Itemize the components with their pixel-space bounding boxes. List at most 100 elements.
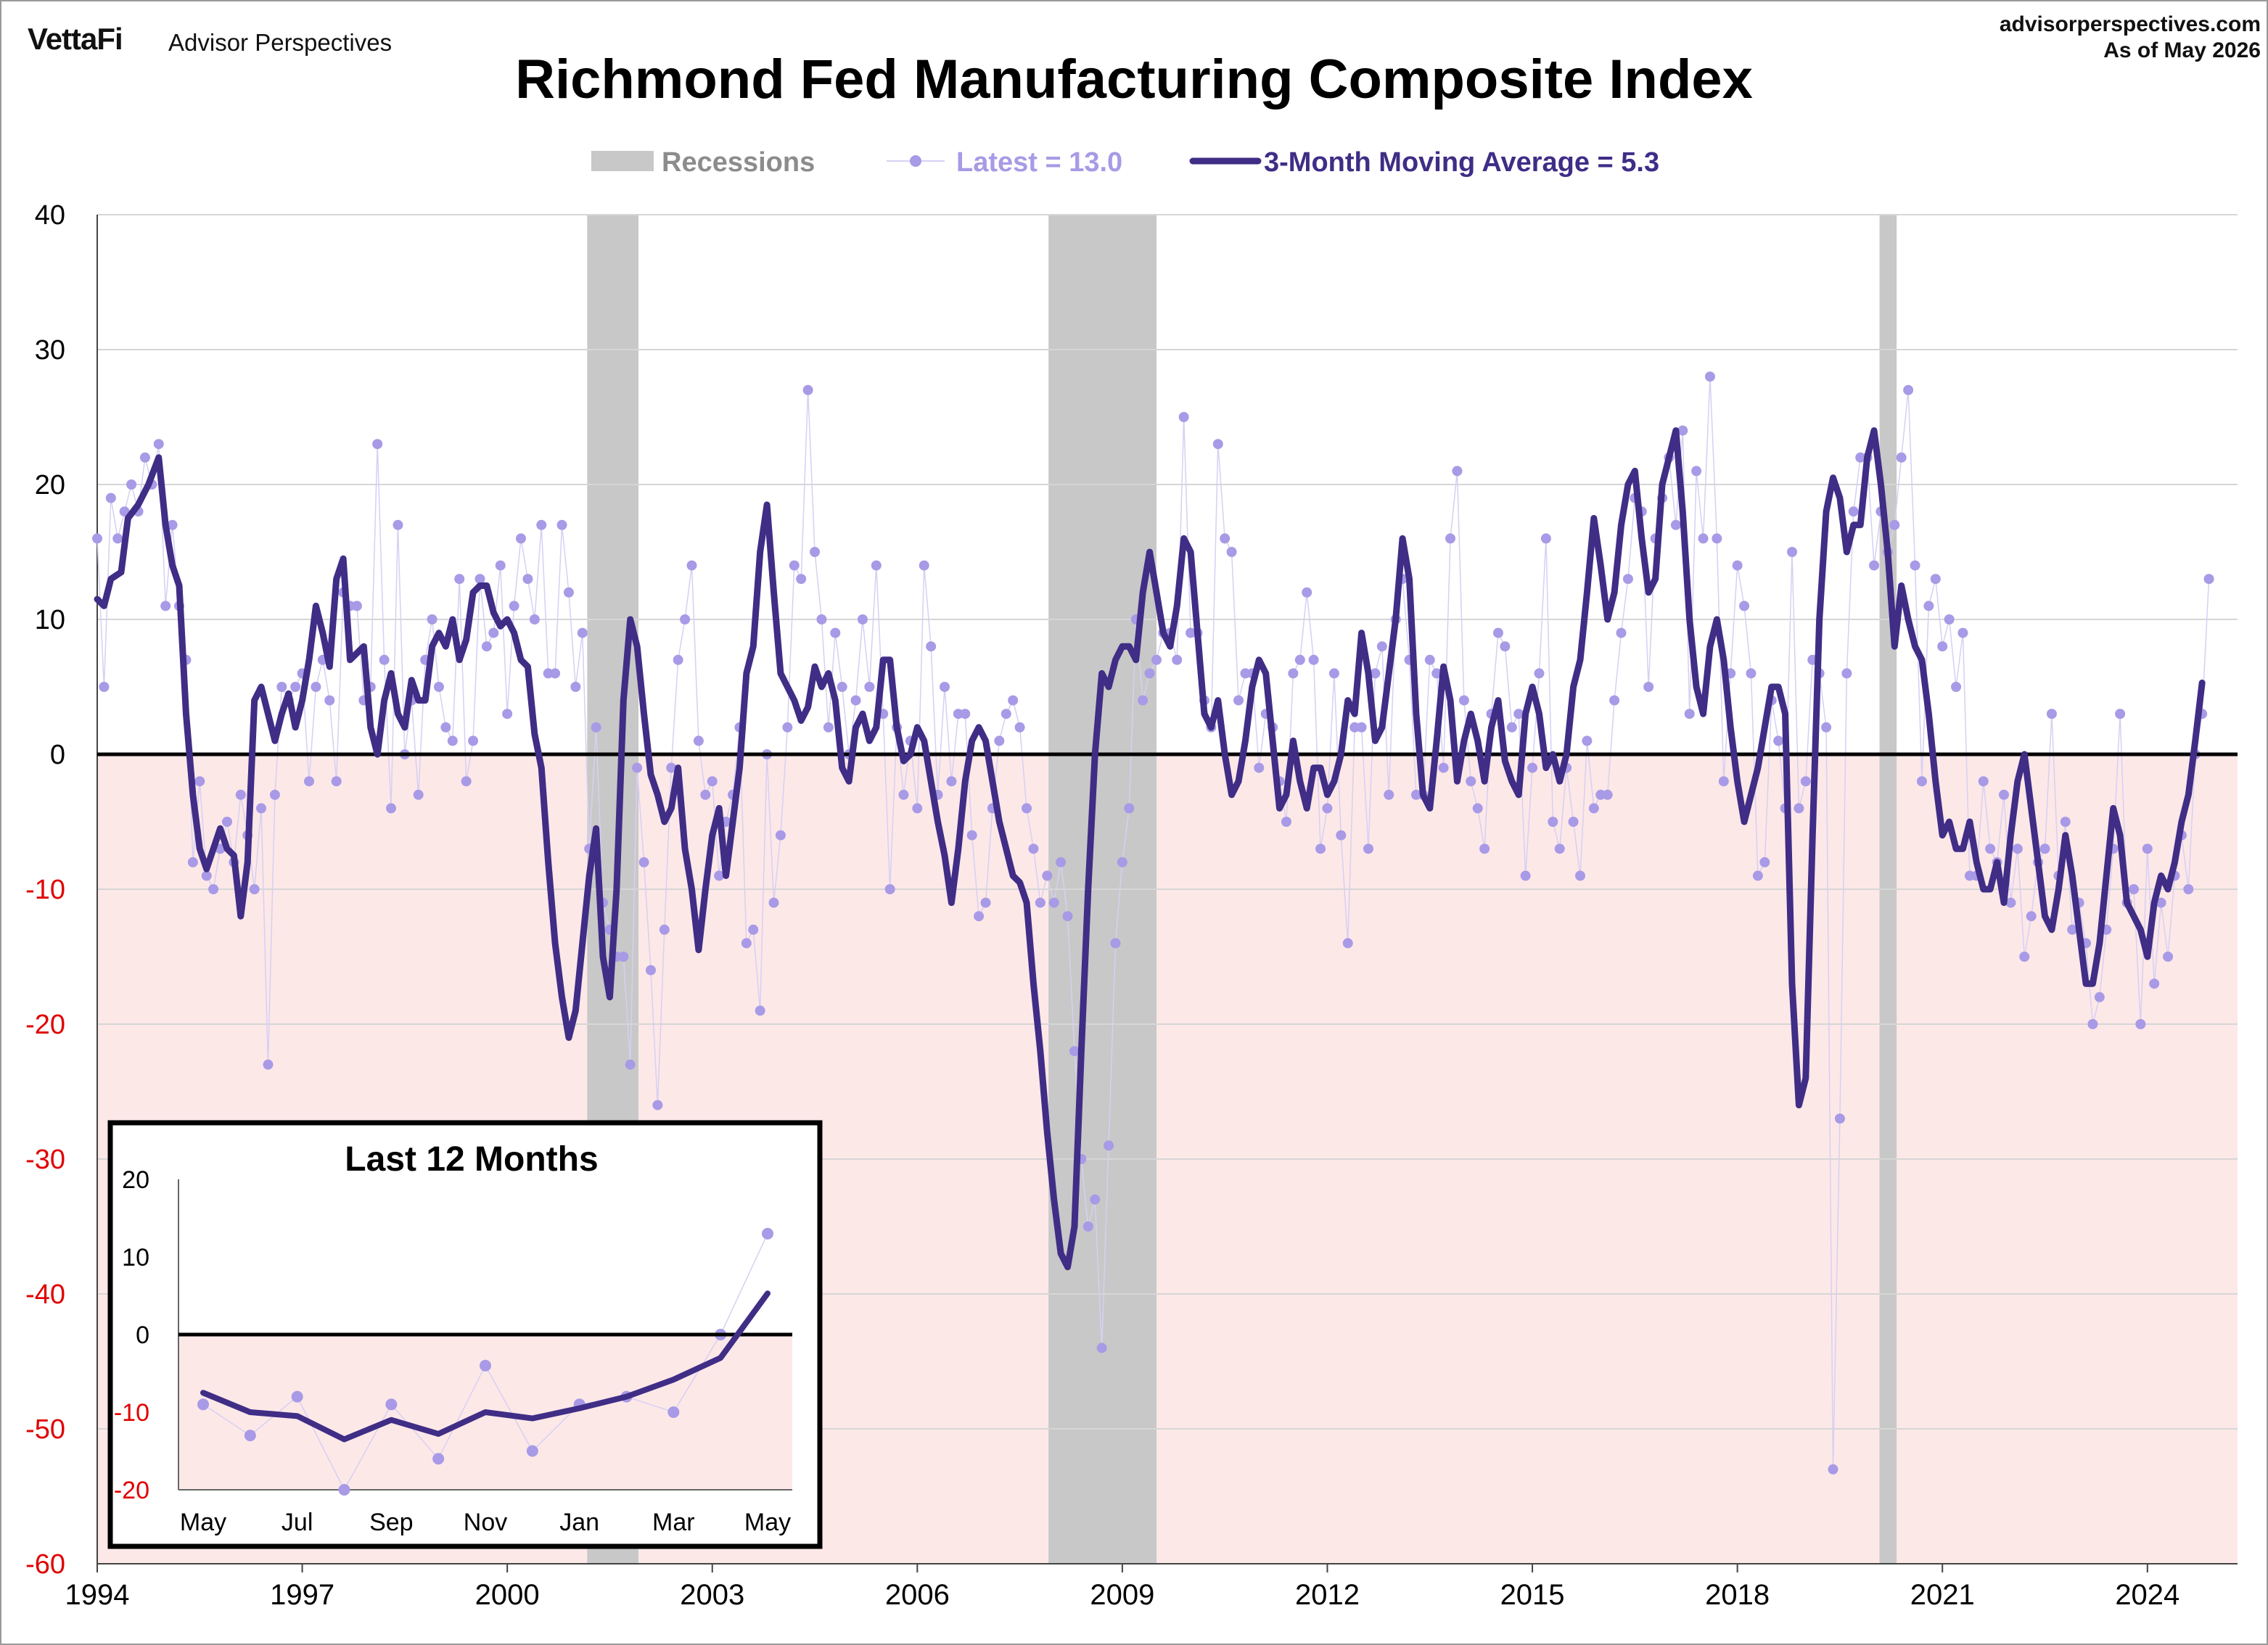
- latest-point: [796, 574, 807, 585]
- latest-point: [1677, 425, 1688, 436]
- latest-point: [1212, 439, 1223, 450]
- latest-point: [1602, 789, 1613, 800]
- latest-point: [1821, 722, 1832, 733]
- latest-point: [898, 789, 909, 800]
- latest-point: [775, 830, 786, 841]
- latest-point: [2046, 709, 2057, 720]
- latest-point: [1698, 533, 1709, 544]
- latest-point: [112, 533, 123, 544]
- latest-point: [139, 452, 150, 463]
- inset-latest-point: [385, 1398, 398, 1411]
- latest-point: [447, 735, 458, 746]
- latest-point: [461, 776, 472, 787]
- latest-point: [693, 735, 704, 746]
- latest-point: [1568, 817, 1579, 827]
- latest-point: [1376, 641, 1387, 652]
- y-tick-label: 40: [35, 200, 65, 231]
- latest-point: [591, 722, 601, 733]
- vettafi-logo: VettaFi: [28, 22, 123, 56]
- latest-point: [1588, 803, 1599, 814]
- x-tick-label: 2018: [1705, 1579, 1770, 1611]
- x-tick-label: 2000: [475, 1579, 540, 1611]
- latest-point: [1848, 506, 1859, 517]
- x-tick-label: 2024: [2115, 1579, 2179, 1611]
- y-tick-label: -30: [25, 1145, 65, 1175]
- latest-point: [126, 479, 137, 490]
- legend-latest-label: Latest = 13.0: [956, 147, 1122, 178]
- inset-y-tick-label: -10: [114, 1399, 149, 1427]
- latest-point: [311, 682, 321, 692]
- inset-y-tick-label: 10: [122, 1244, 149, 1271]
- latest-point: [509, 601, 519, 611]
- latest-point: [1937, 641, 1948, 652]
- latest-point: [1431, 668, 1442, 679]
- latest-point: [1622, 574, 1633, 585]
- latest-point: [1554, 844, 1565, 854]
- latest-point: [994, 735, 1005, 746]
- latest-point: [556, 519, 567, 530]
- latest-point: [1712, 533, 1722, 544]
- latest-point: [1302, 587, 1312, 598]
- latest-point: [1281, 817, 1291, 827]
- latest-point: [837, 682, 847, 692]
- latest-point: [351, 601, 362, 611]
- latest-point: [1151, 654, 1162, 665]
- latest-point: [1548, 817, 1558, 827]
- latest-point: [1384, 789, 1394, 800]
- latest-point: [167, 519, 178, 530]
- latest-point: [810, 547, 821, 557]
- latest-point: [871, 560, 882, 571]
- latest-point: [673, 654, 683, 665]
- latest-point: [2128, 884, 2139, 894]
- latest-point: [1739, 601, 1750, 611]
- latest-point: [1363, 844, 1373, 854]
- latest-point: [2012, 844, 2023, 854]
- latest-point: [1834, 1113, 1845, 1124]
- latest-point: [2183, 884, 2194, 894]
- latest-point: [666, 762, 677, 773]
- latest-point: [1957, 627, 1968, 638]
- latest-point: [1916, 776, 1927, 787]
- latest-point: [502, 709, 513, 720]
- latest-point: [2039, 844, 2050, 854]
- latest-point: [830, 627, 841, 638]
- latest-point: [1889, 519, 1900, 530]
- latest-point: [1479, 844, 1490, 854]
- latest-point: [974, 911, 985, 922]
- latest-point: [1144, 668, 1155, 679]
- latest-point: [1828, 1464, 1838, 1475]
- latest-point: [577, 627, 588, 638]
- latest-point: [1978, 776, 1989, 787]
- latest-point: [1492, 627, 1503, 638]
- latest-point: [269, 789, 280, 800]
- inset-y-tick-label: 0: [136, 1322, 149, 1349]
- latest-point: [1445, 533, 1456, 544]
- latest-point: [372, 439, 383, 450]
- latest-point: [1773, 735, 1784, 746]
- latest-point: [454, 574, 465, 585]
- latest-point: [625, 1059, 636, 1070]
- latest-point: [850, 695, 861, 706]
- latest-point: [1082, 1221, 1093, 1232]
- latest-point: [857, 614, 868, 624]
- latest-point: [884, 884, 895, 894]
- inset-latest-point: [432, 1453, 445, 1465]
- latest-point: [1035, 897, 1045, 908]
- inset-latest-point: [480, 1359, 491, 1372]
- latest-point: [2019, 952, 2030, 962]
- latest-point: [263, 1059, 274, 1070]
- latest-point: [1930, 574, 1941, 585]
- latest-point: [680, 614, 691, 624]
- latest-point: [2060, 817, 2071, 827]
- latest-point: [201, 870, 212, 881]
- latest-point: [221, 817, 232, 827]
- latest-point: [570, 682, 581, 692]
- source-block: advisorperspectives.com As of May 2026: [2000, 12, 2261, 64]
- latest-point: [1575, 870, 1585, 881]
- latest-point: [802, 384, 813, 395]
- latest-point: [99, 682, 110, 692]
- latest-point: [1172, 654, 1183, 665]
- latest-point: [652, 1100, 663, 1110]
- latest-point: [249, 884, 260, 894]
